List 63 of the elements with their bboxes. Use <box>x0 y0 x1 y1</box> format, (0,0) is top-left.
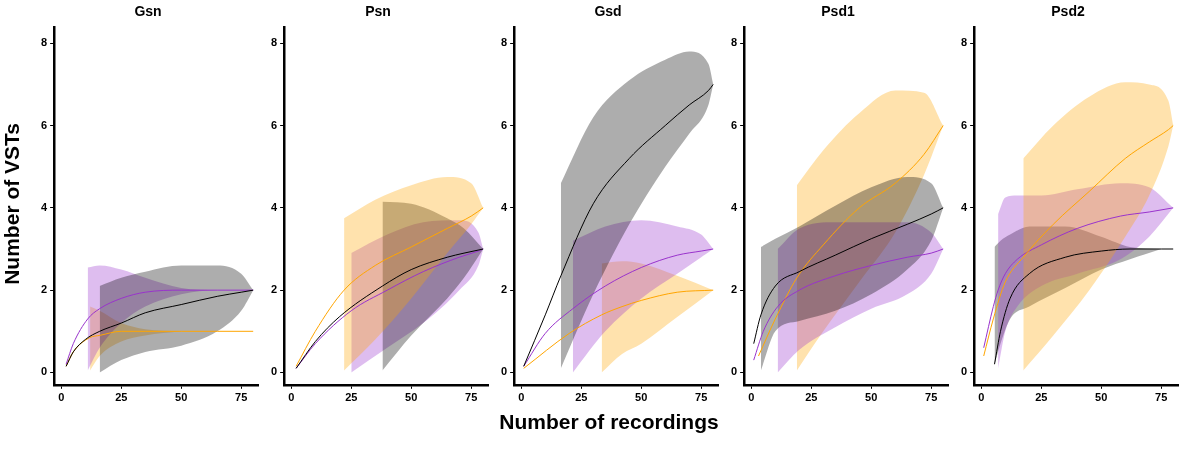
x-tick-label: 75 <box>1155 391 1168 404</box>
x-tick-label: 25 <box>575 391 588 404</box>
y-tick-label: 2 <box>500 283 508 296</box>
chart-title: Psn <box>365 3 391 20</box>
x-axis-title: Number of recordings <box>499 410 719 434</box>
y-tick-label: 0 <box>730 365 738 378</box>
x-tick-label: 50 <box>1095 391 1108 404</box>
y-tick-label: 4 <box>960 200 968 213</box>
y-tick-label: 6 <box>730 118 738 131</box>
y-tick-label: 4 <box>270 200 278 213</box>
x-tick-label: 50 <box>635 391 648 404</box>
y-tick-label: 2 <box>270 283 278 296</box>
y-tick-label: 6 <box>500 118 508 131</box>
x-tick-label: 0 <box>288 391 295 404</box>
y-tick-label: 2 <box>960 283 968 296</box>
y-tick-label: 8 <box>960 36 968 49</box>
y-tick-label: 8 <box>730 36 738 49</box>
y-tick-label: 4 <box>730 200 738 213</box>
x-tick-label: 25 <box>345 391 358 404</box>
x-tick-label: 50 <box>405 391 418 404</box>
x-tick-label: 50 <box>865 391 878 404</box>
x-tick-label: 25 <box>115 391 128 404</box>
line-series <box>523 83 714 367</box>
x-tick-label: 75 <box>465 391 478 404</box>
chart-title: Psd1 <box>821 3 855 20</box>
x-tick-label: 50 <box>175 391 188 404</box>
y-tick-label: 6 <box>960 118 968 131</box>
line-series <box>295 207 484 367</box>
x-tick-label: 0 <box>518 391 525 404</box>
y-tick-label: 8 <box>500 36 508 49</box>
x-tick-label: 75 <box>695 391 708 404</box>
y-tick-label: 0 <box>500 365 508 378</box>
x-tick-label: 0 <box>748 391 755 404</box>
x-tick-label: 25 <box>805 391 818 404</box>
line-series <box>523 248 714 367</box>
y-tick-label: 8 <box>270 36 278 49</box>
y-tick-label: 6 <box>270 118 278 131</box>
chart-title: Gsd <box>594 3 622 20</box>
y-axis-title: Number of VSTs <box>0 123 24 285</box>
y-tick-label: 2 <box>40 283 48 296</box>
x-tick-label: 0 <box>58 391 65 404</box>
line-series <box>994 248 1174 365</box>
y-tick-label: 4 <box>40 200 48 213</box>
chart-title: Gsn <box>134 3 162 20</box>
y-tick-label: 4 <box>500 200 508 213</box>
y-tick-label: 0 <box>960 365 968 378</box>
line-series <box>758 125 944 357</box>
line-series <box>983 125 1174 357</box>
y-tick-label: 2 <box>730 283 738 296</box>
line-series <box>523 289 714 369</box>
y-tick-label: 8 <box>40 36 48 49</box>
x-tick-label: 75 <box>925 391 938 404</box>
line-series <box>753 248 944 361</box>
y-tick-label: 0 <box>40 365 48 378</box>
x-tick-label: 25 <box>1035 391 1048 404</box>
y-tick-label: 0 <box>270 365 278 378</box>
line-series <box>753 207 944 345</box>
y-tick-label: 6 <box>40 118 48 131</box>
x-tick-label: 75 <box>235 391 248 404</box>
chart-title: Psd2 <box>1051 3 1085 20</box>
x-tick-label: 0 <box>978 391 985 404</box>
line-series <box>983 207 1174 349</box>
line-series <box>295 248 484 369</box>
